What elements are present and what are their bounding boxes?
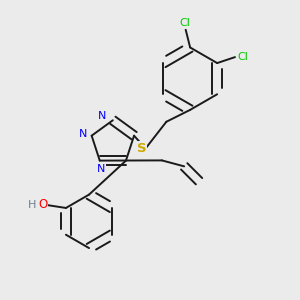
Text: Cl: Cl [237,52,248,62]
Text: S: S [137,142,147,155]
Text: N: N [98,111,106,121]
Text: O: O [38,199,47,212]
Text: H: H [28,200,36,210]
Text: N: N [79,129,87,139]
Text: N: N [97,164,105,174]
Text: Cl: Cl [179,18,190,28]
